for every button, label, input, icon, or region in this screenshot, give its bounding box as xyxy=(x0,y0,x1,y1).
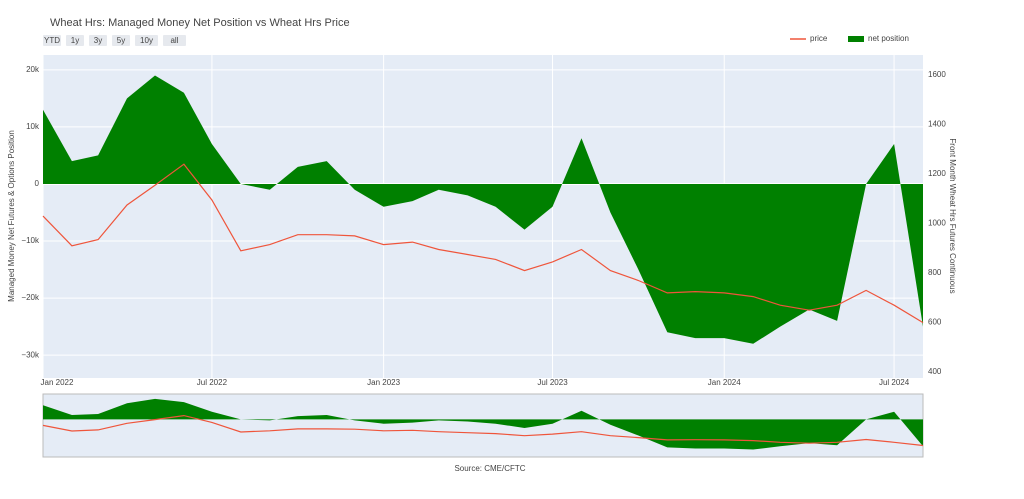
y-tick-label: 0 xyxy=(35,179,40,188)
x-tick-label: Jul 2024 xyxy=(879,378,910,387)
range-button-bg[interactable] xyxy=(89,35,107,46)
slider-price-line xyxy=(42,414,924,447)
range-button-bg[interactable] xyxy=(163,35,186,46)
x-tick-label: Jan 2024 xyxy=(708,378,741,387)
range-button[interactable]: 5y xyxy=(112,35,130,46)
y2-tick-label: 1400 xyxy=(928,120,946,129)
range-button[interactable]: all xyxy=(163,35,186,46)
legend-swatch xyxy=(848,36,864,42)
x-tick-label: Jan 2022 xyxy=(41,378,74,387)
range-button-bg[interactable] xyxy=(135,35,158,46)
y2-tick-label: 400 xyxy=(928,367,942,376)
y-tick-label: 10k xyxy=(26,122,40,131)
y2-tick-label: 800 xyxy=(928,268,942,277)
legend-label: price xyxy=(810,34,828,43)
range-button[interactable]: 1y xyxy=(66,35,84,46)
x-tick-label: Jan 2023 xyxy=(367,378,400,387)
y-axis-title: Managed Money Net Futures & Options Posi… xyxy=(7,130,16,302)
range-button-bg[interactable] xyxy=(112,35,130,46)
x-tick-label: Jul 2022 xyxy=(197,378,228,387)
range-button-label[interactable]: 5y xyxy=(117,36,125,45)
range-button-label[interactable]: 1y xyxy=(71,36,79,45)
range-button-label[interactable]: all xyxy=(170,36,178,45)
range-button-bg[interactable] xyxy=(43,35,61,46)
range-button-bg[interactable] xyxy=(66,35,84,46)
range-button-label[interactable]: 3y xyxy=(94,36,102,45)
legend-label: net position xyxy=(868,34,909,43)
x-tick-label: Jul 2023 xyxy=(537,378,568,387)
y-tick-label: −10k xyxy=(21,236,40,245)
range-button[interactable]: 10y xyxy=(135,35,158,46)
y-tick-label: −30k xyxy=(21,350,40,359)
net-area xyxy=(43,75,923,344)
y-tick-label: −20k xyxy=(21,293,40,302)
y-tick-label: 20k xyxy=(26,65,40,74)
y2-axis-title: Front Month Wheat Hrs Futures Continuous xyxy=(948,138,957,293)
range-button[interactable]: 3y xyxy=(89,35,107,46)
range-button[interactable]: YTD xyxy=(43,35,61,46)
price-line xyxy=(42,163,924,324)
y2-tick-label: 600 xyxy=(928,318,942,327)
y2-tick-label: 1600 xyxy=(928,70,946,79)
source-note: Source: CME/CFTC xyxy=(454,464,525,473)
slider-net-area xyxy=(43,398,923,450)
y2-tick-label: 1200 xyxy=(928,169,946,178)
chart-title: Wheat Hrs: Managed Money Net Position vs… xyxy=(50,17,350,29)
y2-tick-label: 1000 xyxy=(928,219,946,228)
range-button-label[interactable]: YTD xyxy=(44,36,60,45)
range-button-label[interactable]: 10y xyxy=(140,36,153,45)
